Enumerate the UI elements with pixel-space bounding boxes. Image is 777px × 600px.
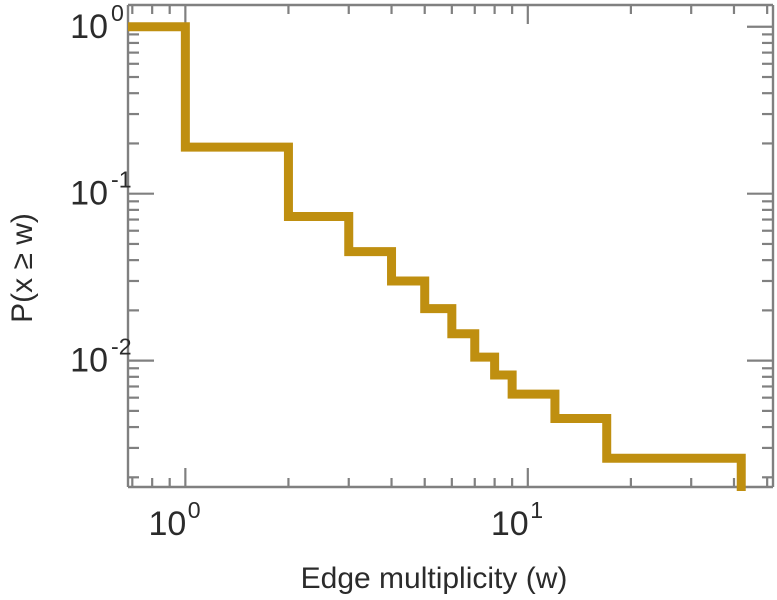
- tick-label-group: 10 -2: [70, 334, 131, 380]
- y-axis-ticks: [128, 25, 773, 479]
- y-axis-title: P(x ≥ w): [6, 213, 39, 323]
- tick-label-mantissa: 10: [70, 8, 108, 46]
- x-axis-ticks: [131, 5, 769, 487]
- data-series-step-line: [128, 22, 746, 491]
- tick-label-exponent: 0: [188, 497, 201, 523]
- tick-label-exponent: -2: [111, 334, 132, 360]
- tick-label-mantissa: 10: [491, 505, 529, 543]
- tick-label-mantissa: 10: [70, 175, 108, 213]
- tick-label-group: 10 0: [148, 497, 200, 543]
- x-axis-tick-labels: 10 0 10 1: [148, 497, 543, 543]
- tick-label-exponent: 0: [111, 0, 124, 26]
- tick-label-mantissa: 10: [148, 505, 186, 543]
- tick-label-group: 10 -1: [70, 167, 131, 213]
- tick-label-exponent: 1: [530, 497, 543, 523]
- tick-label-group: 10 0: [70, 0, 124, 46]
- tick-label-mantissa: 10: [70, 342, 108, 380]
- ccdf-step-curve: [128, 22, 746, 491]
- axis-spines: [126, 3, 775, 489]
- tick-label-group: 10 1: [491, 497, 543, 543]
- x-axis-title: Edge multiplicity (w): [301, 562, 568, 595]
- tick-label-exponent: -1: [111, 167, 132, 193]
